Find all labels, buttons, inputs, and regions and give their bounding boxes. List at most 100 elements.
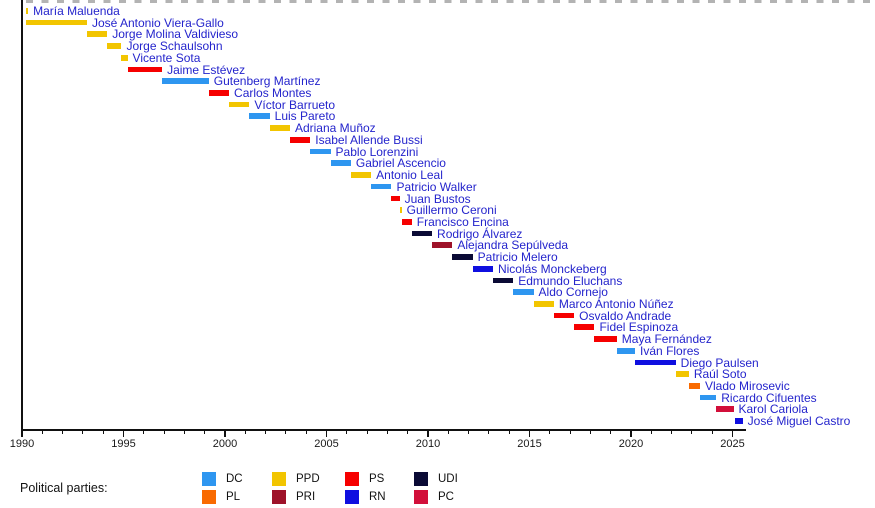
person-label: Diego Paulsen — [680, 355, 759, 370]
legend-item-label: PL — [226, 490, 241, 503]
x-minor-tick — [711, 430, 713, 434]
legend-item-label: UDI — [438, 473, 458, 485]
person-label: Juan Bustos — [404, 191, 471, 206]
term-bar — [26, 19, 87, 26]
term-bar — [391, 195, 400, 202]
x-minor-tick — [305, 430, 307, 434]
x-major-tick — [21, 430, 23, 437]
term-bar — [472, 265, 493, 272]
term-bar — [616, 347, 636, 354]
x-minor-tick — [610, 430, 612, 434]
legend-swatch — [272, 489, 286, 504]
x-minor-tick — [244, 430, 246, 434]
person-label: Víctor Barrueto — [254, 97, 336, 112]
term-bar — [107, 43, 122, 49]
legend-item-label: RN — [369, 490, 386, 503]
term-bar — [594, 336, 617, 342]
x-minor-tick — [204, 430, 206, 434]
term-bar — [700, 394, 717, 401]
term-bar — [371, 183, 392, 190]
term-bar — [26, 8, 29, 14]
y-axis-line — [21, 0, 23, 430]
legend-title: Political parties: — [20, 481, 108, 495]
x-major-tick — [630, 430, 632, 437]
term-bar — [635, 359, 676, 366]
legend-swatch — [414, 472, 428, 486]
x-tick-label: 2025 — [720, 438, 745, 450]
x-major-tick — [528, 430, 531, 437]
term-bar — [716, 406, 734, 413]
term-bar — [452, 254, 473, 260]
person-label: Karol Cariola — [738, 402, 808, 417]
legend-item-label: PRI — [296, 490, 316, 503]
person-label: Edmundo Eluchans — [518, 273, 623, 288]
x-minor-tick — [508, 430, 510, 434]
person-label: Francisco Encina — [416, 214, 509, 229]
x-minor-tick — [143, 430, 145, 434]
person-label: Pablo Lorenzini — [335, 144, 419, 159]
x-minor-tick — [407, 430, 409, 434]
term-bar — [162, 78, 209, 84]
legend-item-PS: PS — [345, 472, 384, 486]
legend-swatch — [345, 489, 359, 504]
term-bar — [310, 148, 331, 155]
term-bar — [399, 207, 402, 213]
person-label: Luis Pareto — [274, 109, 336, 124]
legend-item-PRI: PRI — [272, 489, 316, 504]
person-label: Adriana Muñoz — [294, 121, 376, 136]
term-bar — [350, 172, 372, 178]
x-major-tick — [224, 430, 226, 437]
x-minor-tick — [183, 430, 185, 434]
term-bar — [121, 54, 128, 61]
legend-item-label: PPD — [296, 473, 320, 485]
person-label: Raúl Soto — [693, 367, 747, 382]
x-tick-label: 2005 — [314, 438, 339, 450]
x-tick-label: 2010 — [415, 438, 441, 450]
plot-area: María Maluenda José Antonio Viera-Gallo Jo… — [10, 0, 875, 450]
term-bar — [86, 31, 108, 38]
legend-item-PL: PL — [202, 489, 241, 504]
person-label: Jaime Estévez — [167, 62, 246, 77]
x-tick-label: 2015 — [517, 438, 542, 450]
person-label: Guillermo Ceroni — [406, 203, 497, 218]
person-label: Alejandra Sepúlveda — [457, 238, 569, 253]
term-bar — [401, 218, 412, 225]
legend-item-DC: DC — [202, 472, 243, 486]
person-label: Gutenberg Martínez — [213, 74, 321, 89]
person-label: Jorge Molina Valdivieso — [112, 27, 239, 42]
x-minor-tick — [447, 430, 449, 434]
x-minor-tick — [285, 430, 287, 434]
x-major-tick — [122, 430, 125, 437]
person-label: Isabel Allende Bussi — [315, 132, 423, 147]
x-axis-line — [21, 429, 746, 431]
term-bar — [574, 324, 595, 331]
x-minor-tick — [650, 430, 652, 434]
top-tick-marks — [26, 0, 875, 3]
x-major-tick — [325, 430, 328, 437]
term-bar — [229, 101, 250, 108]
x-minor-tick — [569, 430, 571, 434]
x-tick-label: 2020 — [618, 438, 644, 450]
legend-item-UDI: UDI — [414, 472, 458, 486]
legend-item-PPD: PPD — [272, 472, 320, 486]
term-bar — [330, 160, 351, 167]
legend-swatch — [345, 472, 359, 486]
legend-item-label: PS — [369, 473, 385, 485]
legend-item-PC: PC — [414, 489, 454, 504]
x-minor-tick — [346, 430, 348, 434]
legend-item-label: PC — [438, 490, 454, 503]
person-label: José Antonio Viera-Gallo — [91, 15, 224, 30]
term-bar — [432, 242, 453, 249]
person-label: María Maluenda — [33, 4, 120, 18]
person-label: José Miguel Castro — [747, 414, 851, 429]
legend: Political parties: DC PL PPD PRI PS RN UDI PC — [0, 460, 875, 508]
x-minor-tick — [265, 430, 267, 434]
term-bar — [411, 230, 433, 237]
term-bar — [553, 312, 575, 319]
x-minor-tick — [589, 430, 591, 434]
x-major-tick — [427, 430, 429, 437]
x-tick-label: 1995 — [111, 438, 136, 450]
x-minor-tick — [691, 430, 693, 434]
person-label: Patricio Walker — [396, 179, 477, 194]
